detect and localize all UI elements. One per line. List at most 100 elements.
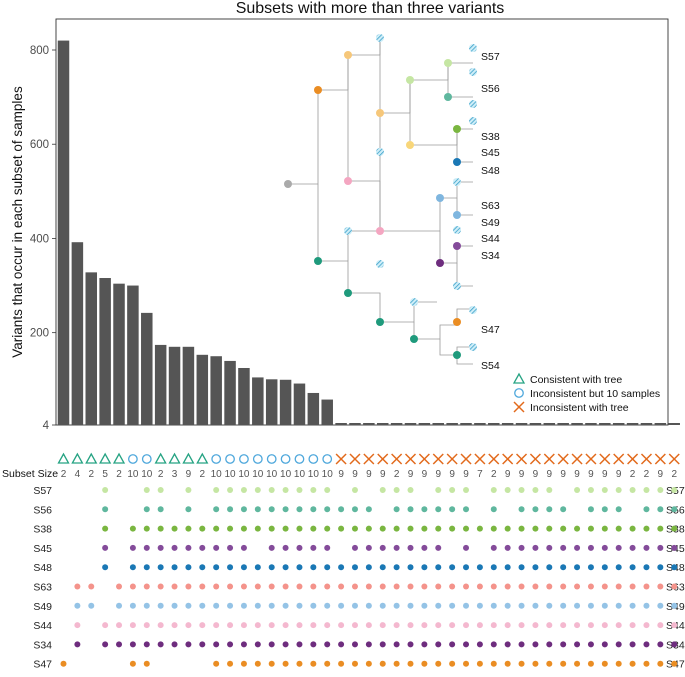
tree-node — [314, 257, 322, 265]
membership-dot — [157, 602, 164, 609]
membership-dot — [296, 641, 303, 648]
membership-dot — [407, 583, 414, 590]
membership-dot — [185, 641, 192, 648]
membership-dot — [518, 564, 525, 571]
membership-dot — [296, 660, 303, 667]
membership-dot — [296, 564, 303, 571]
tree-node — [453, 318, 461, 326]
membership-dot — [227, 506, 234, 513]
membership-dot — [393, 660, 400, 667]
membership-dot — [393, 602, 400, 609]
membership-dot — [435, 544, 442, 551]
membership-dot — [476, 660, 483, 667]
membership-dot — [268, 487, 275, 493]
membership-dot — [351, 622, 358, 629]
membership-dot — [643, 583, 650, 590]
membership-dot — [587, 622, 594, 629]
status-marker — [432, 453, 444, 465]
membership-dot — [254, 622, 261, 629]
bar — [515, 423, 528, 425]
membership-dot — [518, 602, 525, 609]
membership-dot — [560, 641, 567, 648]
membership-dot — [268, 641, 275, 648]
membership-dot — [449, 525, 456, 532]
subset-size-value: 10 — [266, 469, 278, 480]
membership-dot — [518, 506, 525, 513]
membership-dot — [129, 544, 136, 551]
membership-dot — [546, 487, 553, 493]
membership-dot — [574, 622, 581, 629]
membership-dot — [643, 641, 650, 648]
membership-dot — [657, 544, 664, 551]
matrix-row-label-left: S34 — [33, 639, 52, 651]
subset-size-value: 9 — [574, 469, 580, 480]
tree-node — [469, 343, 477, 351]
membership-dot — [296, 544, 303, 551]
membership-dot — [227, 660, 234, 667]
bar — [390, 423, 403, 425]
membership-dot — [671, 525, 678, 532]
membership-dot — [407, 660, 414, 667]
tree-leaf-label: S44 — [481, 233, 500, 245]
membership-dot — [116, 583, 123, 590]
status-marker — [557, 453, 569, 465]
membership-dot — [629, 602, 636, 609]
membership-dot — [240, 487, 247, 493]
y-axis-label: Variants that occur in each subset of sa… — [10, 86, 25, 358]
membership-dot — [504, 602, 511, 609]
membership-dot — [268, 602, 275, 609]
membership-dot — [421, 622, 428, 629]
tree-node — [376, 318, 384, 326]
membership-dot — [463, 583, 470, 590]
membership-dot — [435, 506, 442, 513]
membership-dot — [407, 564, 414, 571]
membership-dot — [587, 660, 594, 667]
bar — [488, 423, 500, 425]
membership-dot — [268, 660, 275, 667]
membership-dot — [240, 506, 247, 513]
membership-dot — [199, 544, 206, 551]
membership-dot — [587, 583, 594, 590]
status-marker — [239, 454, 249, 464]
y-axis: 4 200 400 600 800 — [30, 45, 56, 432]
marker-stroke — [349, 453, 361, 465]
membership-dot — [476, 602, 483, 609]
marker-stroke — [571, 453, 583, 465]
membership-dot — [157, 564, 164, 571]
subset-size-value: 10 — [238, 469, 250, 480]
membership-dot — [324, 544, 331, 551]
marker-stroke — [502, 453, 514, 465]
bar — [432, 423, 445, 425]
bar — [446, 423, 458, 425]
membership-dot — [129, 622, 136, 629]
membership-dot — [476, 622, 483, 629]
bar — [668, 423, 680, 425]
membership-dot — [74, 641, 81, 648]
status-marker — [571, 453, 583, 465]
membership-dot — [171, 602, 178, 609]
tree-node — [469, 117, 477, 125]
membership-dot — [587, 641, 594, 648]
membership-dot — [615, 602, 622, 609]
status-marker — [613, 453, 625, 465]
bar — [265, 379, 278, 425]
membership-dot — [365, 544, 372, 551]
membership-dot — [116, 622, 123, 629]
membership-dot — [199, 641, 206, 648]
tree-node — [469, 306, 477, 314]
membership-dot — [365, 564, 372, 571]
subset-size-value: 9 — [435, 469, 441, 480]
subset-size-value: 9 — [519, 469, 525, 480]
membership-dot — [463, 641, 470, 648]
membership-dot — [310, 583, 317, 590]
membership-dot — [213, 544, 220, 551]
membership-dot — [157, 525, 164, 532]
membership-dot — [254, 506, 261, 513]
bar — [99, 278, 111, 425]
bar — [127, 285, 139, 425]
status-marker — [460, 453, 472, 465]
bar — [154, 344, 167, 425]
matrix-row-label-left: S57 — [33, 485, 52, 497]
membership-dot — [449, 564, 456, 571]
subset-size-value: 3 — [172, 469, 178, 480]
